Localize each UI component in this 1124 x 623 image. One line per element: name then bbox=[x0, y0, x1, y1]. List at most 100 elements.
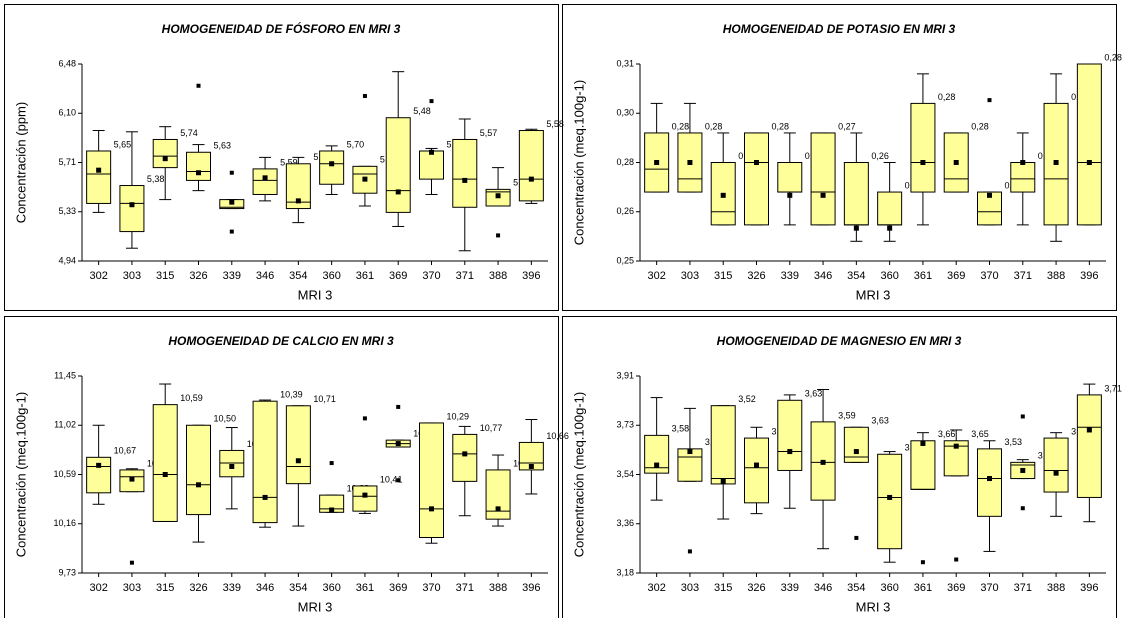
x-axis-label: MRI 3 bbox=[856, 599, 891, 614]
mean-label: 10,67 bbox=[114, 446, 137, 456]
mean-marker bbox=[129, 476, 135, 482]
box bbox=[152, 404, 178, 522]
box bbox=[977, 191, 1002, 226]
outlier bbox=[229, 170, 234, 175]
x-tick-label: 361 bbox=[356, 270, 374, 282]
x-axis-label: MRI 3 bbox=[298, 599, 333, 614]
mean-marker bbox=[720, 478, 726, 484]
mean-label: 10,41 bbox=[380, 474, 403, 484]
box bbox=[1043, 437, 1069, 493]
panel-frame bbox=[562, 4, 1117, 311]
x-tick-label: 354 bbox=[289, 270, 307, 282]
outlier bbox=[329, 461, 334, 466]
mean-label: 10,39 bbox=[280, 390, 303, 400]
x-tick-label: 371 bbox=[456, 582, 474, 594]
mean-marker bbox=[853, 449, 859, 455]
mean-label: 0,28 bbox=[971, 121, 989, 131]
mean-marker bbox=[295, 198, 301, 204]
x-tick-label: 370 bbox=[980, 270, 998, 282]
mean-label: 5,65 bbox=[114, 139, 132, 149]
outlier bbox=[129, 560, 134, 565]
box bbox=[744, 437, 769, 504]
mean-marker bbox=[196, 170, 201, 176]
x-tick-label: 388 bbox=[489, 582, 507, 594]
x-tick-label: 370 bbox=[980, 582, 998, 594]
y-tick-label: 4,94 bbox=[58, 255, 76, 265]
mean-marker bbox=[987, 476, 992, 482]
mean-label: 5,74 bbox=[180, 128, 198, 138]
x-tick-label: 369 bbox=[389, 582, 407, 594]
y-tick-label: 3,91 bbox=[616, 370, 634, 380]
box bbox=[710, 162, 736, 226]
x-tick-label: 326 bbox=[747, 270, 765, 282]
mean-marker bbox=[787, 449, 793, 455]
outlier bbox=[362, 93, 367, 98]
x-tick-label: 354 bbox=[847, 582, 865, 594]
outlier bbox=[396, 404, 401, 409]
box bbox=[777, 399, 803, 471]
x-tick-label: 371 bbox=[1014, 270, 1032, 282]
y-tick-label: 9,73 bbox=[58, 567, 76, 577]
x-tick-label: 396 bbox=[1080, 582, 1098, 594]
mean-label: 10,77 bbox=[480, 423, 503, 433]
mean-marker bbox=[129, 202, 135, 208]
box bbox=[186, 424, 211, 516]
box bbox=[252, 168, 278, 195]
mean-marker bbox=[787, 192, 793, 198]
y-tick-label: 0,28 bbox=[616, 157, 634, 167]
box bbox=[419, 150, 444, 180]
x-tick-label: 360 bbox=[322, 582, 340, 594]
mean-label: 10,50 bbox=[214, 414, 237, 424]
box bbox=[710, 405, 736, 485]
mean-label: 10,66 bbox=[546, 431, 569, 441]
mean-label: 3,65 bbox=[971, 429, 989, 439]
mean-marker bbox=[654, 462, 660, 468]
mean-marker bbox=[528, 463, 534, 469]
x-axis-label: MRI 3 bbox=[856, 287, 891, 302]
mean-marker bbox=[162, 472, 168, 477]
mean-label: 10,29 bbox=[447, 411, 470, 421]
x-tick-label: 370 bbox=[422, 270, 440, 282]
x-tick-label: 339 bbox=[223, 270, 241, 282]
x-tick-label: 369 bbox=[947, 270, 965, 282]
x-tick-label: 326 bbox=[189, 270, 207, 282]
x-tick-label: 371 bbox=[456, 270, 474, 282]
x-tick-label: 303 bbox=[681, 582, 699, 594]
mean-marker bbox=[920, 160, 926, 165]
mean-label: 5,58 bbox=[546, 119, 564, 129]
mean-marker bbox=[887, 494, 893, 500]
box bbox=[810, 132, 836, 226]
box bbox=[485, 469, 511, 520]
mean-label: 10,59 bbox=[180, 393, 203, 403]
box bbox=[1076, 63, 1102, 226]
mean-marker bbox=[262, 494, 268, 500]
mean-marker bbox=[754, 160, 759, 165]
mean-marker bbox=[96, 167, 102, 173]
mean-marker bbox=[528, 176, 534, 182]
x-tick-label: 371 bbox=[1014, 582, 1032, 594]
y-tick-label: 11,45 bbox=[54, 370, 76, 380]
y-axis-label: Concentración (ppm) bbox=[13, 102, 28, 223]
mean-label: 0,27 bbox=[838, 121, 856, 131]
mean-marker bbox=[229, 463, 235, 469]
box bbox=[877, 453, 903, 550]
mean-marker bbox=[495, 506, 501, 512]
outlier bbox=[987, 98, 992, 103]
mean-marker bbox=[395, 441, 401, 447]
mean-marker bbox=[362, 492, 368, 498]
mean-label: 5,63 bbox=[214, 141, 232, 151]
outlier bbox=[854, 535, 859, 540]
box bbox=[977, 448, 1002, 517]
box bbox=[910, 440, 936, 490]
mean-marker bbox=[820, 192, 826, 198]
mean-marker bbox=[462, 177, 468, 183]
outlier bbox=[1020, 506, 1025, 511]
x-tick-label: 346 bbox=[814, 582, 832, 594]
outlier bbox=[196, 83, 201, 88]
outlier bbox=[229, 229, 234, 234]
x-tick-label: 302 bbox=[647, 582, 665, 594]
mean-marker bbox=[1020, 467, 1026, 473]
mean-label: 3,63 bbox=[805, 389, 823, 399]
x-tick-label: 315 bbox=[156, 270, 174, 282]
x-tick-label: 302 bbox=[647, 270, 665, 282]
